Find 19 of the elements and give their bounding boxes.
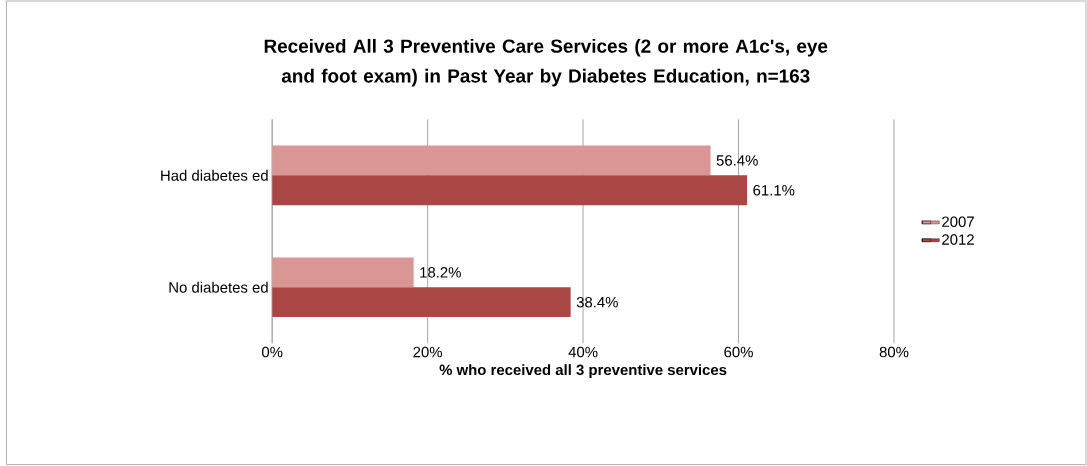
- x-tick-label: 0%: [261, 346, 283, 358]
- x-tick-label: 80%: [879, 346, 909, 358]
- data-label: 56.4%: [716, 155, 758, 166]
- data-label: 61.1%: [753, 185, 795, 196]
- chart-title: Received All 3 Preventive Care Services (2 or more A1c's, eye and foot exam) in Past Year by Diabetes Education, n=163: [264, 39, 828, 87]
- bar: [272, 287, 571, 318]
- y-tick-label: Had diabetes ed: [161, 170, 268, 182]
- x-tick-label: 60%: [724, 346, 753, 358]
- x-tick-label: 40%: [568, 346, 598, 358]
- bar: [272, 175, 748, 206]
- data-label: 38.4%: [576, 297, 618, 308]
- data-label: 18.2%: [420, 267, 461, 278]
- x-axis-title: % who received all 3 preventive services: [439, 364, 727, 379]
- bar: [272, 145, 711, 176]
- legend-label: 2007: [942, 216, 974, 228]
- x-tick-label: 20%: [413, 346, 443, 358]
- bar: [272, 257, 414, 288]
- legend-label: 2012: [942, 234, 974, 246]
- y-tick-label: No diabetes ed: [169, 281, 268, 293]
